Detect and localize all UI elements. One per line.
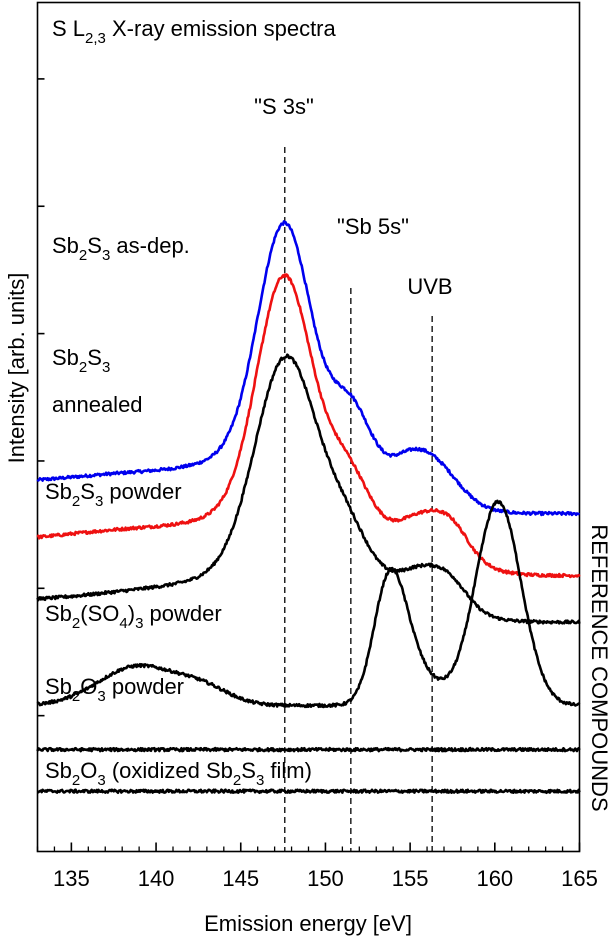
x-tick-label-140: 140 bbox=[138, 866, 175, 891]
x-tick-label-135: 135 bbox=[53, 866, 90, 891]
spectra-series bbox=[36, 220, 581, 794]
series-label-sb2o3-powder: Sb2O3 powder bbox=[45, 674, 184, 705]
reference-lines bbox=[284, 147, 433, 852]
x-axis-title: Emission energy [eV] bbox=[204, 911, 412, 936]
series-label-sb2o3-oxidized-sb2s3-film: Sb2O3 (oxidized Sb2S3 film) bbox=[45, 758, 312, 789]
x-tick-label-145: 145 bbox=[222, 866, 259, 891]
series-label-sb2-so4-3-powder: Sb2(SO4)3 powder bbox=[45, 601, 222, 632]
series-line-sb2s3-powder bbox=[36, 353, 581, 625]
annotations: Sb2S3 as-dep. Sb2S3 annealed Sb2S3 powder Sb… bbox=[45, 94, 453, 789]
x-tick-label-160: 160 bbox=[476, 866, 513, 891]
plot-frame bbox=[36, 1, 581, 853]
series-line-sb2o3-oxidized-sb2s3-film bbox=[37, 788, 581, 794]
x-tick-label-155: 155 bbox=[392, 866, 429, 891]
x-tick-label-165: 165 bbox=[561, 866, 598, 891]
axis-ticks: 135 140 145 150 155 160 165 bbox=[36, 78, 598, 891]
y-axis-title: Intensity [arb. units] bbox=[4, 273, 29, 464]
x-tick-label-150: 150 bbox=[307, 866, 344, 891]
series-line-sb2o3-powder bbox=[36, 746, 581, 753]
reference-compounds-label: REFERENCE COMPOUNDS bbox=[587, 524, 612, 811]
peak-label-s-3s: "S 3s" bbox=[254, 94, 314, 119]
series-line-sb2s3-as-dep bbox=[36, 220, 581, 517]
series-label-sb2s3-powder: Sb2S3 powder bbox=[45, 479, 182, 510]
series-label-sb2s3-as-dep: Sb2S3 as-dep. bbox=[52, 233, 190, 264]
series-line-sb2s3-annealed bbox=[36, 273, 581, 579]
chart-title: S L2,3 X-ray emission spectra bbox=[52, 16, 337, 47]
series-line-sb2-so4-3-powder bbox=[36, 499, 581, 709]
peak-label-sb-5s: "Sb 5s" bbox=[337, 214, 409, 239]
series-label-sb2s3-annealed: Sb2S3 bbox=[52, 345, 110, 376]
peak-label-uvb: UVB bbox=[407, 274, 452, 299]
series-label2-sb2s3-annealed: annealed bbox=[52, 392, 143, 417]
